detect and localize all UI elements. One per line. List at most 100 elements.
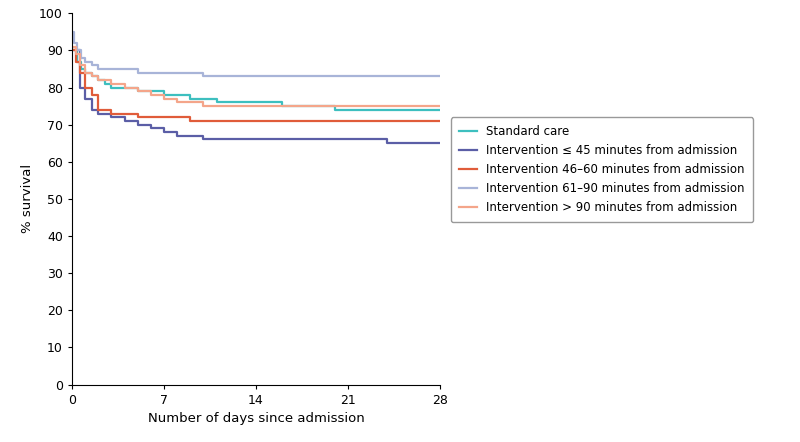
Standard care	[70, 48, 79, 53]
Intervention 46–60 minutes from admission	[186, 118, 195, 124]
Intervention 46–60 minutes from admission	[225, 118, 234, 124]
Intervention > 90 minutes from admission	[80, 70, 90, 75]
Intervention ≤ 45 minutes from admission	[212, 137, 222, 142]
Standard care	[100, 81, 110, 87]
Standard care	[356, 107, 366, 112]
Intervention 46–60 minutes from admission	[120, 111, 130, 116]
Intervention 61–90 minutes from admission	[67, 29, 77, 34]
Intervention 46–60 minutes from admission	[71, 59, 81, 64]
Standard care	[146, 88, 156, 94]
Intervention > 90 minutes from admission	[278, 103, 287, 109]
Standard care	[304, 103, 314, 109]
Intervention > 90 minutes from admission	[186, 100, 195, 105]
Intervention ≤ 45 minutes from admission	[435, 141, 445, 146]
Intervention 46–60 minutes from admission	[251, 118, 261, 124]
Intervention ≤ 45 minutes from admission	[251, 137, 261, 142]
Standard care	[80, 70, 90, 75]
Intervention ≤ 45 minutes from admission	[80, 96, 90, 101]
Standard care	[120, 85, 130, 90]
Standard care	[87, 74, 97, 79]
Intervention ≤ 45 minutes from admission	[186, 133, 195, 138]
Intervention ≤ 45 minutes from admission	[172, 133, 182, 138]
Intervention ≤ 45 minutes from admission	[120, 118, 130, 124]
Standard care	[73, 59, 82, 64]
Intervention 46–60 minutes from admission	[146, 114, 156, 120]
Intervention ≤ 45 minutes from admission	[304, 137, 314, 142]
Intervention ≤ 45 minutes from admission	[198, 137, 208, 142]
Intervention ≤ 45 minutes from admission	[382, 141, 392, 146]
Standard care	[198, 96, 208, 101]
Intervention 46–60 minutes from admission	[278, 118, 287, 124]
Standard care	[212, 100, 222, 105]
Intervention ≤ 45 minutes from admission	[225, 137, 234, 142]
Standard care	[67, 48, 77, 53]
Intervention ≤ 45 minutes from admission	[330, 137, 340, 142]
Standard care	[77, 66, 86, 72]
Intervention > 90 minutes from admission	[94, 77, 103, 83]
Standard care	[186, 96, 195, 101]
Standard care	[435, 107, 445, 112]
Intervention ≤ 45 minutes from admission	[67, 48, 77, 53]
Standard care	[330, 107, 340, 112]
Standard care	[409, 107, 418, 112]
Intervention ≤ 45 minutes from admission	[87, 107, 97, 112]
Intervention > 90 minutes from admission	[146, 92, 156, 98]
Intervention 61–90 minutes from admission	[382, 74, 392, 79]
Intervention > 90 minutes from admission	[409, 103, 418, 109]
Intervention 46–60 minutes from admission	[330, 118, 340, 124]
Standard care	[225, 100, 234, 105]
Line: Intervention 61–90 minutes from admission: Intervention 61–90 minutes from admissio…	[72, 32, 440, 76]
Standard care	[172, 92, 182, 98]
Intervention > 90 minutes from admission	[67, 44, 77, 50]
Legend: Standard care, Intervention ≤ 45 minutes from admission, Intervention 46–60 minu: Standard care, Intervention ≤ 45 minutes…	[451, 117, 754, 222]
Intervention > 90 minutes from admission	[251, 103, 261, 109]
Intervention 61–90 minutes from admission	[146, 70, 156, 75]
Standard care	[159, 92, 169, 98]
Intervention > 90 minutes from admission	[120, 85, 130, 90]
Intervention 61–90 minutes from admission	[330, 74, 340, 79]
Intervention > 90 minutes from admission	[435, 103, 445, 109]
Standard care	[251, 100, 261, 105]
Intervention ≤ 45 minutes from admission	[356, 137, 366, 142]
Standard care	[382, 107, 392, 112]
Intervention > 90 minutes from admission	[71, 51, 81, 57]
Intervention 61–90 minutes from admission	[80, 59, 90, 64]
Intervention 61–90 minutes from admission	[186, 70, 195, 75]
Line: Standard care: Standard care	[72, 50, 440, 110]
Intervention 46–60 minutes from admission	[94, 107, 103, 112]
Standard care	[278, 103, 287, 109]
Intervention > 90 minutes from admission	[356, 103, 366, 109]
Intervention > 90 minutes from admission	[225, 103, 234, 109]
Y-axis label: % survival: % survival	[21, 164, 34, 233]
Intervention > 90 minutes from admission	[75, 63, 85, 68]
Intervention > 90 minutes from admission	[87, 74, 97, 79]
Intervention > 90 minutes from admission	[172, 100, 182, 105]
Intervention 46–60 minutes from admission	[409, 118, 418, 124]
Intervention 61–90 minutes from admission	[106, 66, 116, 72]
Intervention 61–90 minutes from admission	[304, 74, 314, 79]
Standard care	[133, 88, 142, 94]
Intervention 61–90 minutes from admission	[159, 70, 169, 75]
Intervention 61–90 minutes from admission	[120, 66, 130, 72]
Intervention 61–90 minutes from admission	[356, 74, 366, 79]
Intervention ≤ 45 minutes from admission	[278, 137, 287, 142]
Intervention > 90 minutes from admission	[304, 103, 314, 109]
Line: Intervention ≤ 45 minutes from admission: Intervention ≤ 45 minutes from admission	[72, 50, 440, 143]
Intervention 46–60 minutes from admission	[159, 114, 169, 120]
Standard care	[106, 85, 116, 90]
Intervention 46–60 minutes from admission	[198, 118, 208, 124]
Intervention > 90 minutes from admission	[133, 88, 142, 94]
Line: Intervention 46–60 minutes from admission: Intervention 46–60 minutes from admissio…	[72, 50, 440, 121]
Intervention 61–90 minutes from admission	[409, 74, 418, 79]
Intervention 61–90 minutes from admission	[94, 66, 103, 72]
Intervention ≤ 45 minutes from admission	[94, 111, 103, 116]
Intervention 46–60 minutes from admission	[106, 111, 116, 116]
Intervention ≤ 45 minutes from admission	[71, 48, 81, 53]
Intervention 61–90 minutes from admission	[198, 74, 208, 79]
Intervention 46–60 minutes from admission	[87, 92, 97, 98]
Standard care	[94, 77, 103, 83]
Intervention > 90 minutes from admission	[382, 103, 392, 109]
Intervention ≤ 45 minutes from admission	[409, 141, 418, 146]
Intervention 61–90 minutes from admission	[133, 70, 142, 75]
Intervention 61–90 minutes from admission	[172, 70, 182, 75]
